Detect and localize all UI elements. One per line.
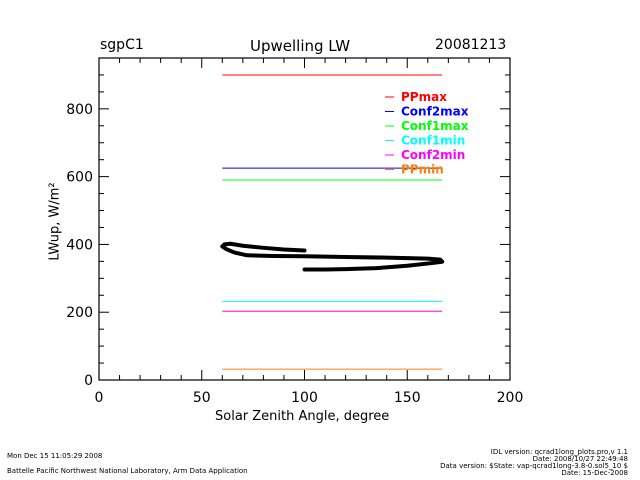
footer-idl-date: Date: 2008/10/27 22:49:48 xyxy=(532,455,628,463)
x-axis-label: Solar Zenith Angle, degree xyxy=(215,409,390,424)
legend-label-conf1max: Conf1max xyxy=(401,119,469,133)
y-tick-label: 600 xyxy=(66,170,93,186)
y-tick-label: 200 xyxy=(66,305,93,321)
footer-idl-version: IDL version: qcrad1long_plots.pro,v 1.1 xyxy=(490,448,628,456)
x-tick-label: 150 xyxy=(394,390,421,406)
y-tick-label: 400 xyxy=(66,237,93,253)
y-axis-label: LWup, W/m² xyxy=(47,182,63,261)
footer-data-version: Data version: $State: vap-qcrad1long-3.8… xyxy=(440,462,628,470)
legend-label-conf2max: Conf2max xyxy=(401,105,469,119)
date-label: 20081213 xyxy=(435,37,507,53)
x-tick-label: 100 xyxy=(291,390,318,406)
x-tick-label: 50 xyxy=(193,390,211,406)
series-line-lwup xyxy=(220,241,445,272)
legend-label-ppmax: PPmax xyxy=(401,90,447,104)
site-label: sgpC1 xyxy=(100,37,144,53)
chart-title: Upwelling LW xyxy=(250,37,351,55)
y-tick-label: 0 xyxy=(84,373,93,389)
legend-label-conf2min: Conf2min xyxy=(401,148,465,162)
footer-org: Battelle Pacific Northwest National Labo… xyxy=(7,467,248,475)
footer-timestamp: Mon Dec 15 11:05:29 2008 xyxy=(7,452,103,460)
y-tick-label: 800 xyxy=(66,102,93,118)
x-tick-label: 200 xyxy=(497,390,524,406)
legend-label-conf1min: Conf1min xyxy=(401,134,465,148)
footer-data-date: Date: 15-Dec-2008 xyxy=(561,469,628,477)
x-tick-label: 0 xyxy=(95,390,104,406)
legend-label-ppmin: PPmin xyxy=(401,163,444,177)
